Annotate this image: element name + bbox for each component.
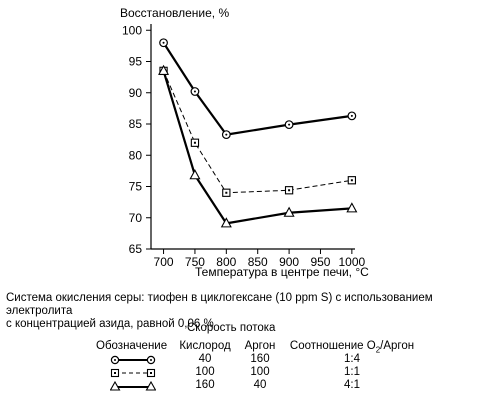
x-tick-label: 1000 (339, 255, 366, 269)
x-tick-label: 750 (185, 255, 205, 269)
system-note-line1: Система окисления серы: тиофен в циклоге… (6, 292, 433, 317)
x-tick-label: 850 (248, 255, 268, 269)
x-tick-label: 800 (216, 255, 236, 269)
oxygen-header: Кислород (179, 340, 231, 352)
row1-oxygen: 40 (198, 353, 212, 365)
y-tick-label: 75 (129, 180, 143, 194)
point-circle-dot (162, 41, 165, 44)
y-tick-label: 65 (129, 242, 143, 256)
point-circle-dot (288, 123, 291, 126)
point-square-dot (225, 191, 228, 194)
point-triangle (189, 169, 201, 180)
y-tick-label: 100 (122, 23, 142, 37)
row2-oxygen: 100 (195, 366, 215, 378)
ratio-header-prefix: Соотношение О (289, 340, 376, 352)
row3-argon: 40 (253, 379, 267, 391)
row1-argon: 160 (250, 353, 270, 365)
series-group (158, 38, 358, 228)
y-tick-label: 85 (129, 117, 143, 131)
ratio-header-suffix: /Аргон (380, 340, 415, 352)
recovery-chart: Восстановление, % 65 70 75 80 85 90 95 100 700 75… (120, 6, 369, 279)
x-tick-label: 900 (279, 255, 299, 269)
y-tick-label: 70 (129, 211, 143, 225)
point-triangle (220, 217, 232, 228)
point-square-dot (193, 141, 196, 144)
argon-header: Аргон (244, 340, 276, 352)
axes: 65 70 75 80 85 90 95 100 700 750 800 850 900 950 1000 (122, 23, 366, 269)
row3-ratio: 4:1 (344, 379, 360, 391)
designation-header: Обозначение (96, 340, 168, 352)
x-tick-label: 700 (154, 255, 174, 269)
y-tick-label: 80 (129, 148, 143, 162)
legend-symbol-circle (110, 355, 156, 365)
ratio-header: Соотношение О2/Аргон (289, 340, 415, 355)
y-tick-label: 90 (129, 86, 143, 100)
point-triangle (346, 202, 358, 213)
point-circle-dot (350, 114, 353, 117)
x-tick-label: 950 (310, 255, 330, 269)
point-square-dot (288, 189, 291, 192)
point-triangle (283, 206, 295, 217)
legend-symbol-triangle (110, 380, 156, 391)
point-circle-dot (193, 90, 196, 93)
legend-symbol-square (110, 368, 156, 378)
point-triangle (158, 64, 170, 75)
row3-oxygen: 160 (195, 379, 215, 391)
ratio-header-subscript: 2 (375, 345, 381, 355)
system-note: Система окисления серы: тиофен в циклоге… (6, 292, 498, 331)
y-axis-title: Восстановление, % (120, 6, 229, 20)
point-square-dot (350, 179, 353, 182)
legend-table: Скорость потока Обозначение Кислород Арг… (0, 322, 501, 397)
row2-ratio: 1:1 (344, 366, 360, 378)
y-tick-label: 95 (129, 55, 143, 69)
point-circle-dot (225, 133, 228, 136)
x-axis-title: Температура в центре печи, °C (195, 265, 369, 279)
system-note-line2: с концентрацией азида, равной 0,06 % (6, 318, 214, 330)
row2-argon: 100 (250, 366, 270, 378)
flow-rate-header: Скорость потока (187, 322, 276, 334)
row1-ratio: 1:4 (344, 353, 360, 365)
